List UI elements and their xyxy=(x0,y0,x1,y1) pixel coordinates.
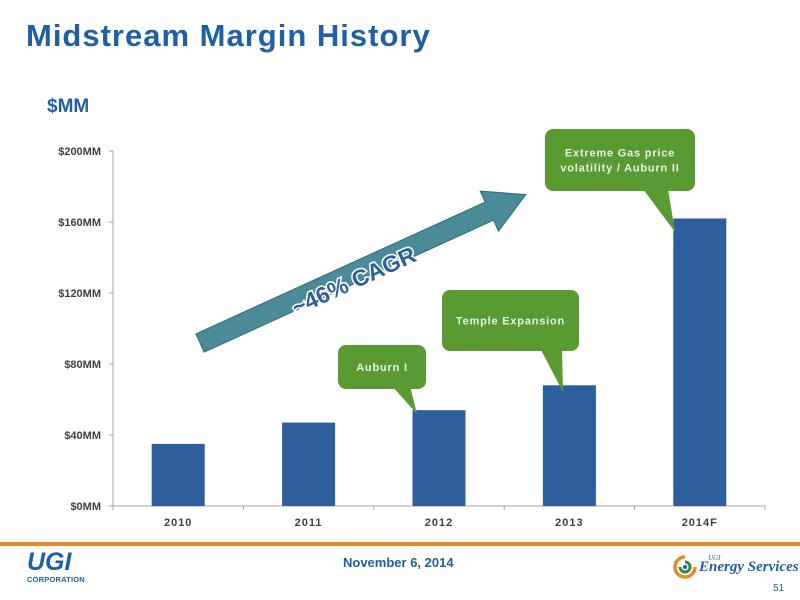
bar-2013 xyxy=(542,385,596,506)
x-tick-label: 2011 xyxy=(295,517,323,529)
x-tick-label: 2014F xyxy=(682,517,718,529)
bar-2010 xyxy=(151,443,205,506)
y-tick-label: $0MM xyxy=(70,501,101,513)
callout-extreme-gas-box xyxy=(545,129,695,191)
bar-2011 xyxy=(282,422,336,506)
energy-swirl-icon xyxy=(673,555,697,579)
y-tick-label: $120MM xyxy=(58,288,101,300)
callout-temple-expansion-box xyxy=(442,290,579,351)
callout-auburn-1-box xyxy=(338,345,426,389)
x-tick-label: 2012 xyxy=(425,517,453,529)
page-number: 51 xyxy=(773,583,785,594)
cagr-arrow-shape xyxy=(195,190,527,353)
slide-title: Midstream Margin History xyxy=(26,18,431,53)
bar-chart: $0MM $40MM $80MM $120MM $160MM $200MM 2010 2011… xyxy=(58,129,766,529)
unit-label: $MM xyxy=(47,96,90,117)
bar-2012 xyxy=(412,410,466,506)
logo-energy-services-text: Energy Services xyxy=(699,559,799,575)
callout-temple-expansion-text: Temple Expansion xyxy=(456,316,565,328)
callout-extreme-gas-text: Extreme Gas price xyxy=(565,148,675,160)
footer-divider xyxy=(0,542,800,546)
logo-ugi-text: UGI xyxy=(27,548,72,576)
callout-auburn-1-pointer xyxy=(392,386,417,414)
ugi-corporation-logo: UGI CORPORATION xyxy=(27,548,85,585)
logo-ugi-small: UGI xyxy=(708,554,721,562)
callout-temple-expansion-pointer xyxy=(540,348,563,392)
x-tick-label: 2013 xyxy=(555,517,583,529)
logo-corporation-text: CORPORATION xyxy=(27,575,85,584)
footer-date: November 6, 2014 xyxy=(343,555,454,570)
cagr-label: ~46% CAGR xyxy=(288,241,421,320)
cagr-arrow xyxy=(195,190,527,353)
callout-extreme-gas-pointer xyxy=(643,189,675,232)
y-tick-label: $160MM xyxy=(58,217,101,229)
bar-2014F xyxy=(673,218,727,506)
y-tick-label: $80MM xyxy=(64,359,101,371)
callout-auburn-1-text: Auburn I xyxy=(356,362,408,374)
x-tick-label: 2010 xyxy=(164,517,192,529)
y-tick-label: $200MM xyxy=(58,146,101,158)
callout-extreme-gas-text: volatility / Auburn II xyxy=(560,163,679,175)
energy-services-logo: UGI Energy Services xyxy=(672,554,799,580)
y-tick-label: $40MM xyxy=(64,430,101,442)
